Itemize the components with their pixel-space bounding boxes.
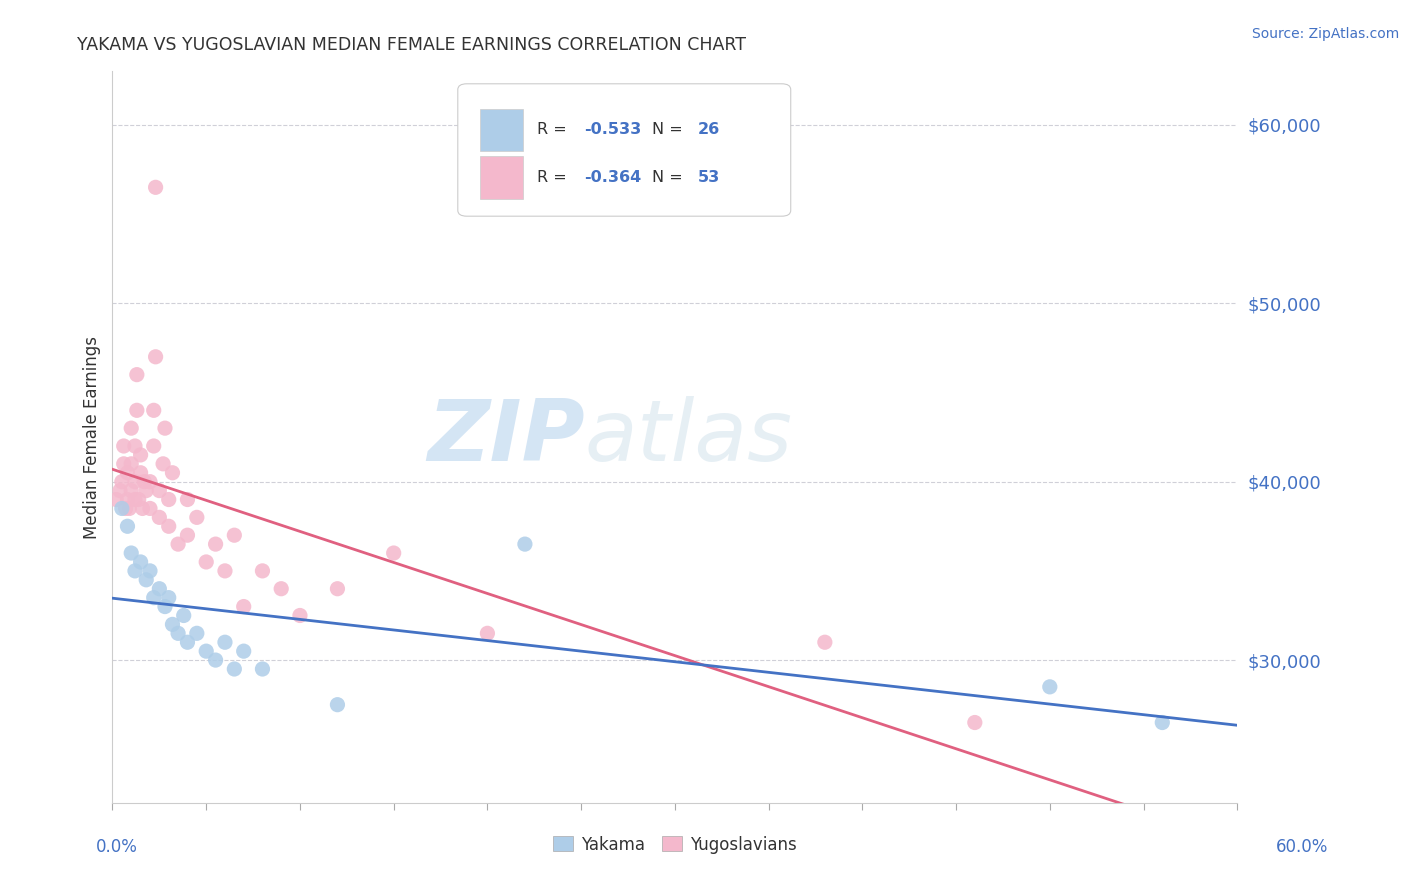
Point: [162, 466, 184, 480]
Point: [139, 475, 162, 489]
Point: [186, 626, 208, 640]
Point: [135, 573, 157, 587]
Text: N =: N =: [652, 169, 689, 185]
Legend: Yakama, Yugoslavians: Yakama, Yugoslavians: [546, 829, 804, 860]
Point: [142, 403, 165, 417]
Point: [129, 555, 152, 569]
Point: [134, 475, 156, 489]
Point: [195, 555, 218, 569]
Point: [252, 564, 274, 578]
Point: [124, 439, 146, 453]
Point: [120, 546, 142, 560]
Point: [963, 715, 986, 730]
Point: [214, 635, 236, 649]
Point: [124, 564, 146, 578]
Point: [129, 466, 152, 480]
Point: [124, 492, 146, 507]
Point: [128, 492, 150, 507]
Point: [131, 501, 153, 516]
Point: [176, 528, 198, 542]
Point: [513, 537, 536, 551]
FancyBboxPatch shape: [481, 109, 523, 151]
Point: [139, 501, 162, 516]
Point: [1039, 680, 1062, 694]
Point: [153, 599, 176, 614]
Point: [139, 564, 162, 578]
Point: [120, 457, 142, 471]
Y-axis label: Median Female Earnings: Median Female Earnings: [83, 335, 101, 539]
Point: [157, 492, 180, 507]
Text: atlas: atlas: [585, 395, 793, 479]
Text: R =: R =: [537, 122, 571, 137]
Point: [125, 403, 148, 417]
Point: [112, 457, 135, 471]
Point: [326, 698, 349, 712]
Text: 26: 26: [697, 122, 720, 137]
Point: [176, 492, 198, 507]
Text: 0.0%: 0.0%: [96, 838, 138, 855]
Text: -0.364: -0.364: [583, 169, 641, 185]
Text: 53: 53: [697, 169, 720, 185]
Point: [145, 180, 167, 194]
Point: [114, 501, 136, 516]
Point: [111, 501, 134, 516]
Point: [186, 510, 208, 524]
Point: [145, 350, 167, 364]
Point: [142, 591, 165, 605]
Point: [157, 519, 180, 533]
Point: [195, 644, 218, 658]
Point: [108, 483, 131, 498]
Point: [232, 644, 254, 658]
Point: [148, 582, 170, 596]
Point: [270, 582, 292, 596]
Point: [118, 501, 141, 516]
Point: [204, 653, 226, 667]
Point: [120, 483, 142, 498]
Point: [129, 448, 152, 462]
Point: [232, 599, 254, 614]
Point: [135, 483, 157, 498]
Point: [105, 492, 128, 507]
FancyBboxPatch shape: [481, 156, 523, 199]
Text: N =: N =: [652, 122, 689, 137]
Point: [117, 466, 139, 480]
Point: [125, 368, 148, 382]
Point: [176, 635, 198, 649]
Point: [112, 439, 135, 453]
Point: [167, 626, 190, 640]
Point: [157, 591, 180, 605]
Point: [153, 421, 176, 435]
Point: [214, 564, 236, 578]
Point: [288, 608, 311, 623]
Point: [477, 626, 499, 640]
Point: [117, 492, 139, 507]
Point: [204, 537, 226, 551]
Text: 60.0%: 60.0%: [1277, 838, 1329, 855]
Point: [224, 662, 246, 676]
Point: [173, 608, 195, 623]
Point: [148, 483, 170, 498]
FancyBboxPatch shape: [458, 84, 790, 216]
Point: [111, 475, 134, 489]
Point: [117, 519, 139, 533]
Point: [167, 537, 190, 551]
Text: Source: ZipAtlas.com: Source: ZipAtlas.com: [1251, 27, 1399, 41]
Point: [162, 617, 184, 632]
Point: [1152, 715, 1174, 730]
Text: YAKAMA VS YUGOSLAVIAN MEDIAN FEMALE EARNINGS CORRELATION CHART: YAKAMA VS YUGOSLAVIAN MEDIAN FEMALE EARN…: [77, 36, 747, 54]
Point: [814, 635, 837, 649]
Point: [152, 457, 174, 471]
Text: ZIP: ZIP: [427, 395, 585, 479]
Text: -0.533: -0.533: [583, 122, 641, 137]
Point: [382, 546, 405, 560]
Point: [124, 475, 146, 489]
Point: [120, 421, 142, 435]
Point: [224, 528, 246, 542]
Point: [142, 439, 165, 453]
Text: R =: R =: [537, 169, 571, 185]
Point: [326, 582, 349, 596]
Point: [148, 510, 170, 524]
Point: [252, 662, 274, 676]
